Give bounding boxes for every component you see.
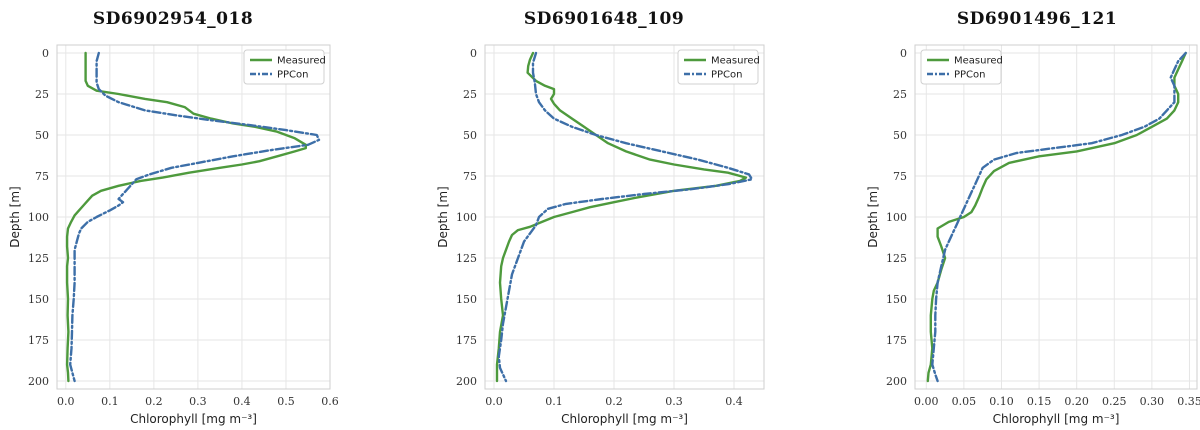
x-tick-label: 0.1	[101, 395, 119, 408]
legend: Measured PPCon	[678, 50, 760, 84]
y-tick-label: 0	[470, 47, 477, 60]
y-tick-label: 75	[893, 170, 907, 183]
y-tick-label: 175	[886, 334, 907, 347]
x-tick-label: 0.1	[545, 395, 563, 408]
y-tick-label: 125	[28, 252, 49, 265]
legend-label: PPCon	[277, 70, 309, 81]
y-tick-label: 125	[886, 252, 907, 265]
chart-title: SD6901648_109	[524, 9, 684, 29]
x-tick-label: 0.2	[145, 395, 163, 408]
y-tick-label: 150	[886, 293, 907, 306]
legend-label: Measured	[711, 56, 760, 67]
y-tick-label: 0	[900, 47, 907, 60]
x-tick-label: 0.6	[321, 395, 339, 408]
y-tick-label: 25	[893, 88, 907, 101]
y-tick-label: 50	[463, 129, 477, 142]
legend-label: Measured	[954, 56, 1003, 67]
x-tick-label: 0.30	[1140, 395, 1165, 408]
y-tick-label: 100	[456, 211, 477, 224]
y-axis-label: Depth [m]	[8, 186, 22, 247]
y-tick-label: 200	[886, 375, 907, 388]
x-tick-label: 0.4	[233, 395, 251, 408]
x-tick-label: 0.25	[1102, 395, 1127, 408]
y-axis-label: Depth [m]	[866, 186, 880, 247]
x-axis-label: Chlorophyll [mg m⁻³]	[993, 412, 1120, 426]
chart-panel-2: SD6901648_109 0 25 50 75 100 125 150 175 200 0.0 0.…	[436, 9, 764, 426]
x-tick-label: 0.00	[914, 395, 939, 408]
y-tick-label: 25	[463, 88, 477, 101]
x-axis-label: Chlorophyll [mg m⁻³]	[561, 412, 688, 426]
y-tick-label: 100	[886, 211, 907, 224]
y-tick-label: 50	[893, 129, 907, 142]
x-tick-label: 0.3	[665, 395, 683, 408]
x-tick-label: 0.05	[952, 395, 977, 408]
x-tick-label: 0.20	[1064, 395, 1089, 408]
x-tick-label: 0.3	[189, 395, 207, 408]
y-tick-label: 75	[35, 170, 49, 183]
y-tick-label: 150	[28, 293, 49, 306]
y-tick-label: 100	[28, 211, 49, 224]
x-tick-label: 0.35	[1177, 395, 1200, 408]
y-tick-label: 175	[28, 334, 49, 347]
legend-label: PPCon	[711, 70, 743, 81]
x-tick-label: 0.4	[725, 395, 743, 408]
chart-title: SD6902954_018	[93, 9, 253, 29]
x-tick-label: 0.0	[57, 395, 75, 408]
legend-label: PPCon	[954, 70, 986, 81]
x-tick-label: 0.2	[605, 395, 623, 408]
y-tick-label: 0	[42, 47, 49, 60]
x-axis-label: Chlorophyll [mg m⁻³]	[130, 412, 257, 426]
x-tick-label: 0.10	[989, 395, 1014, 408]
legend-label: Measured	[277, 56, 326, 67]
y-tick-label: 175	[456, 334, 477, 347]
y-tick-label: 125	[456, 252, 477, 265]
y-axis-label: Depth [m]	[436, 186, 450, 247]
y-tick-label: 50	[35, 129, 49, 142]
legend: Measured PPCon	[921, 50, 1003, 84]
x-tick-label: 0.15	[1027, 395, 1052, 408]
chart-title: SD6901496_121	[957, 9, 1117, 29]
x-tick-label: 0.5	[277, 395, 295, 408]
chart-panel-3: SD6901496_121 0 25 50 75 100 125 150 175 200 0.00 0…	[866, 9, 1200, 426]
chart-panel-1: SD6902954_018 0 25 50 75 100 125 150 175 200 0.0 0.…	[8, 9, 339, 426]
y-tick-label: 200	[28, 375, 49, 388]
x-tick-label: 0.0	[485, 395, 503, 408]
y-tick-label: 75	[463, 170, 477, 183]
y-tick-label: 150	[456, 293, 477, 306]
y-tick-label: 25	[35, 88, 49, 101]
legend: Measured PPCon	[244, 50, 326, 84]
y-tick-label: 200	[456, 375, 477, 388]
